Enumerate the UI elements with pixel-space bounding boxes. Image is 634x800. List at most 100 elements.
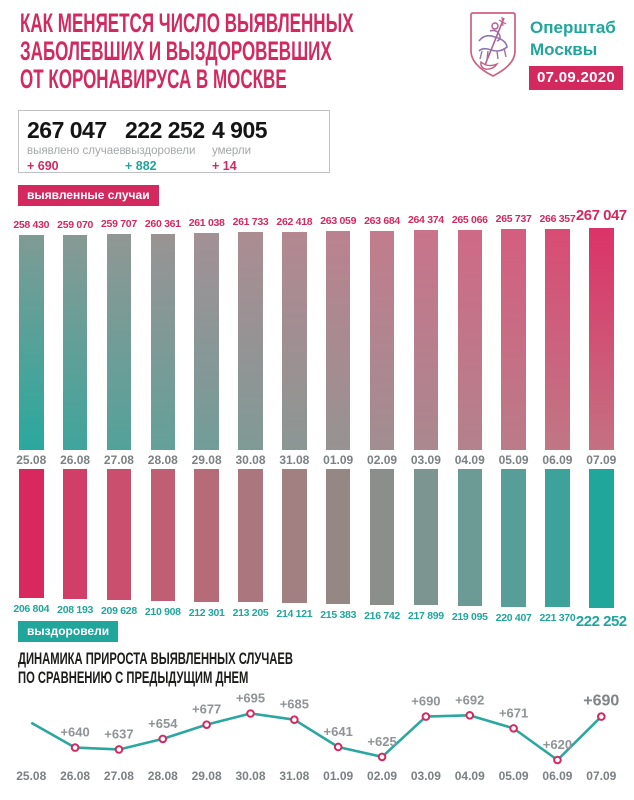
trend-point-marker <box>553 755 562 765</box>
recovered-bar-value-label: 210 908 <box>144 606 181 618</box>
trend-date-label: 03.09 <box>411 769 441 783</box>
trend-date-label: 06.09 <box>542 769 572 783</box>
trend-date-label: 25.08 <box>16 769 46 783</box>
recovered-label: выздоровели <box>125 145 196 157</box>
confirmed-bar-value-label: 261 733 <box>232 216 269 228</box>
confirmed-bar-chart: 258 430 259 070 259 707 260 361 261 038 261 7… <box>0 207 634 450</box>
recovered-bar <box>106 469 132 600</box>
date-label: 31.08 <box>279 453 310 467</box>
confirmed-bar <box>282 232 307 450</box>
trend-point-marker <box>465 711 475 720</box>
confirmed-bar-value-label: 265 066 <box>451 214 488 226</box>
recovered-bar <box>589 469 614 608</box>
recovered-bar-value-label: 221 370 <box>539 612 576 624</box>
date-label: 28.08 <box>147 453 178 467</box>
deaths-delta: + 14 <box>212 159 237 173</box>
page-title-line-2: ЗАБОЛЕВШИХ И ВЫЗДОРОВЕВШИХ <box>20 36 332 66</box>
confirmed-bar <box>369 231 395 450</box>
confirmed-bar-value-label: 259 707 <box>101 218 137 230</box>
confirmed-bar <box>589 228 614 450</box>
moscow-coat-of-arms-icon <box>470 12 516 77</box>
confirmed-bar <box>106 234 132 450</box>
bar-chart-date-axis: 25.08 26.08 27.08 28.08 29.08 30.08 31.08 01.09… <box>0 453 634 467</box>
confirmed-bar <box>62 235 88 450</box>
trend-point-label: +685 <box>280 697 309 712</box>
trend-title-line-1: ДИНАМИКА ПРИРОСТА ВЫЯВЛЕННЫХ СЛУЧАЕВ <box>18 650 293 668</box>
trend-point-marker <box>597 712 606 721</box>
recovered-bar <box>501 469 526 607</box>
trend-point-label: +692 <box>455 692 484 707</box>
trend-date-label: 07.09 <box>586 769 616 783</box>
recovered-bar <box>194 469 219 602</box>
confirmed-bar <box>238 232 263 450</box>
confirmed-bar <box>150 234 176 450</box>
recovered-bar-value-label: 212 301 <box>188 607 225 619</box>
recovered-bar-value-label: 206 804 <box>13 603 50 615</box>
trend-point-marker <box>509 724 518 733</box>
confirmed-bar-value-label: 263 059 <box>320 215 357 227</box>
trend-point-marker <box>202 720 211 729</box>
date-label: 02.09 <box>367 453 398 467</box>
trend-point-marker <box>421 712 431 721</box>
date-label: 04.09 <box>454 453 485 467</box>
trend-date-label: 01.09 <box>323 769 353 783</box>
recovered-bar-value-label: 214 121 <box>276 608 313 620</box>
summary-stats-box: 267 047 выявлено случаев + 690 222 252 в… <box>18 110 330 173</box>
trend-point-label: +654 <box>148 716 178 731</box>
deaths-label: умерли <box>212 145 252 157</box>
recovered-bar-value-label: 220 407 <box>495 612 532 624</box>
date-label: 01.09 <box>323 453 354 467</box>
recovered-bar-value-label: 222 252 <box>575 613 627 630</box>
trend-point-label: +677 <box>192 702 221 717</box>
recovered-bar-value-label: 216 742 <box>364 610 400 622</box>
trend-point-marker <box>158 734 168 744</box>
recovered-bar <box>325 469 351 604</box>
confirmed-bar <box>501 229 526 450</box>
recovered-bar <box>62 469 88 599</box>
recovered-bar <box>282 469 307 603</box>
recovered-bar <box>369 469 395 605</box>
recovered-bar-value-label: 217 899 <box>407 610 444 622</box>
org-name-line-1: Оперштаб <box>530 18 616 37</box>
trend-point-label: +671 <box>499 705 528 720</box>
confirmed-bar <box>194 233 219 450</box>
confirmed-bar-value-label: 263 684 <box>364 215 400 227</box>
recovered-total: 222 252 <box>125 117 205 143</box>
trend-date-label: 02.09 <box>367 769 397 783</box>
recovered-bar <box>150 469 176 601</box>
recovered-bar-chart: 206 804 208 193 209 628 210 908 212 301 213 2… <box>0 469 634 634</box>
trend-date-label: 27.08 <box>104 769 134 783</box>
recovered-bar <box>19 469 44 598</box>
trend-point-marker <box>377 752 387 762</box>
date-label: 29.08 <box>191 453 222 467</box>
confirmed-bar-value-label: 262 418 <box>276 216 313 228</box>
recovered-bar-value-label: 215 383 <box>320 609 357 621</box>
confirmed-bar <box>413 230 439 450</box>
trend-date-label: 28.08 <box>148 769 178 783</box>
page-title-line-3: ОТ КОРОНАВИРУСА В МОСКВЕ <box>20 64 287 94</box>
recovered-series-badge: выздоровели <box>18 621 119 642</box>
date-label: 26.08 <box>60 453 91 467</box>
trend-chart-title: ДИНАМИКА ПРИРОСТА ВЫЯВЛЕННЫХ СЛУЧАЕВ ПО … <box>18 650 293 688</box>
date-label: 25.08 <box>16 453 47 467</box>
trend-date-label: 05.09 <box>499 769 529 783</box>
confirmed-bar <box>19 235 44 450</box>
trend-point-marker <box>246 709 255 718</box>
trend-point-label: +640 <box>60 725 89 740</box>
trend-date-label: 30.08 <box>235 769 265 783</box>
stat-deaths: 4 905 умерли + 14 <box>212 118 329 173</box>
confirmed-bar-value-label: 265 737 <box>495 213 532 225</box>
date-label: 06.09 <box>542 453 573 467</box>
recovered-bar <box>238 469 263 602</box>
recovered-bar-value-label: 213 205 <box>232 607 269 619</box>
confirmed-bar <box>325 231 351 450</box>
confirmed-bar-value-label: 259 070 <box>57 219 94 231</box>
trend-point-label: +620 <box>543 737 572 752</box>
trend-point-marker <box>70 743 80 752</box>
trend-point-label: +641 <box>324 724 353 739</box>
recovered-bar-value-label: 208 193 <box>57 604 94 616</box>
stat-confirmed: 267 047 выявлено случаев + 690 <box>27 118 126 173</box>
date-label: 05.09 <box>498 453 529 467</box>
confirmed-series-badge: выявленные случаи <box>18 185 159 206</box>
